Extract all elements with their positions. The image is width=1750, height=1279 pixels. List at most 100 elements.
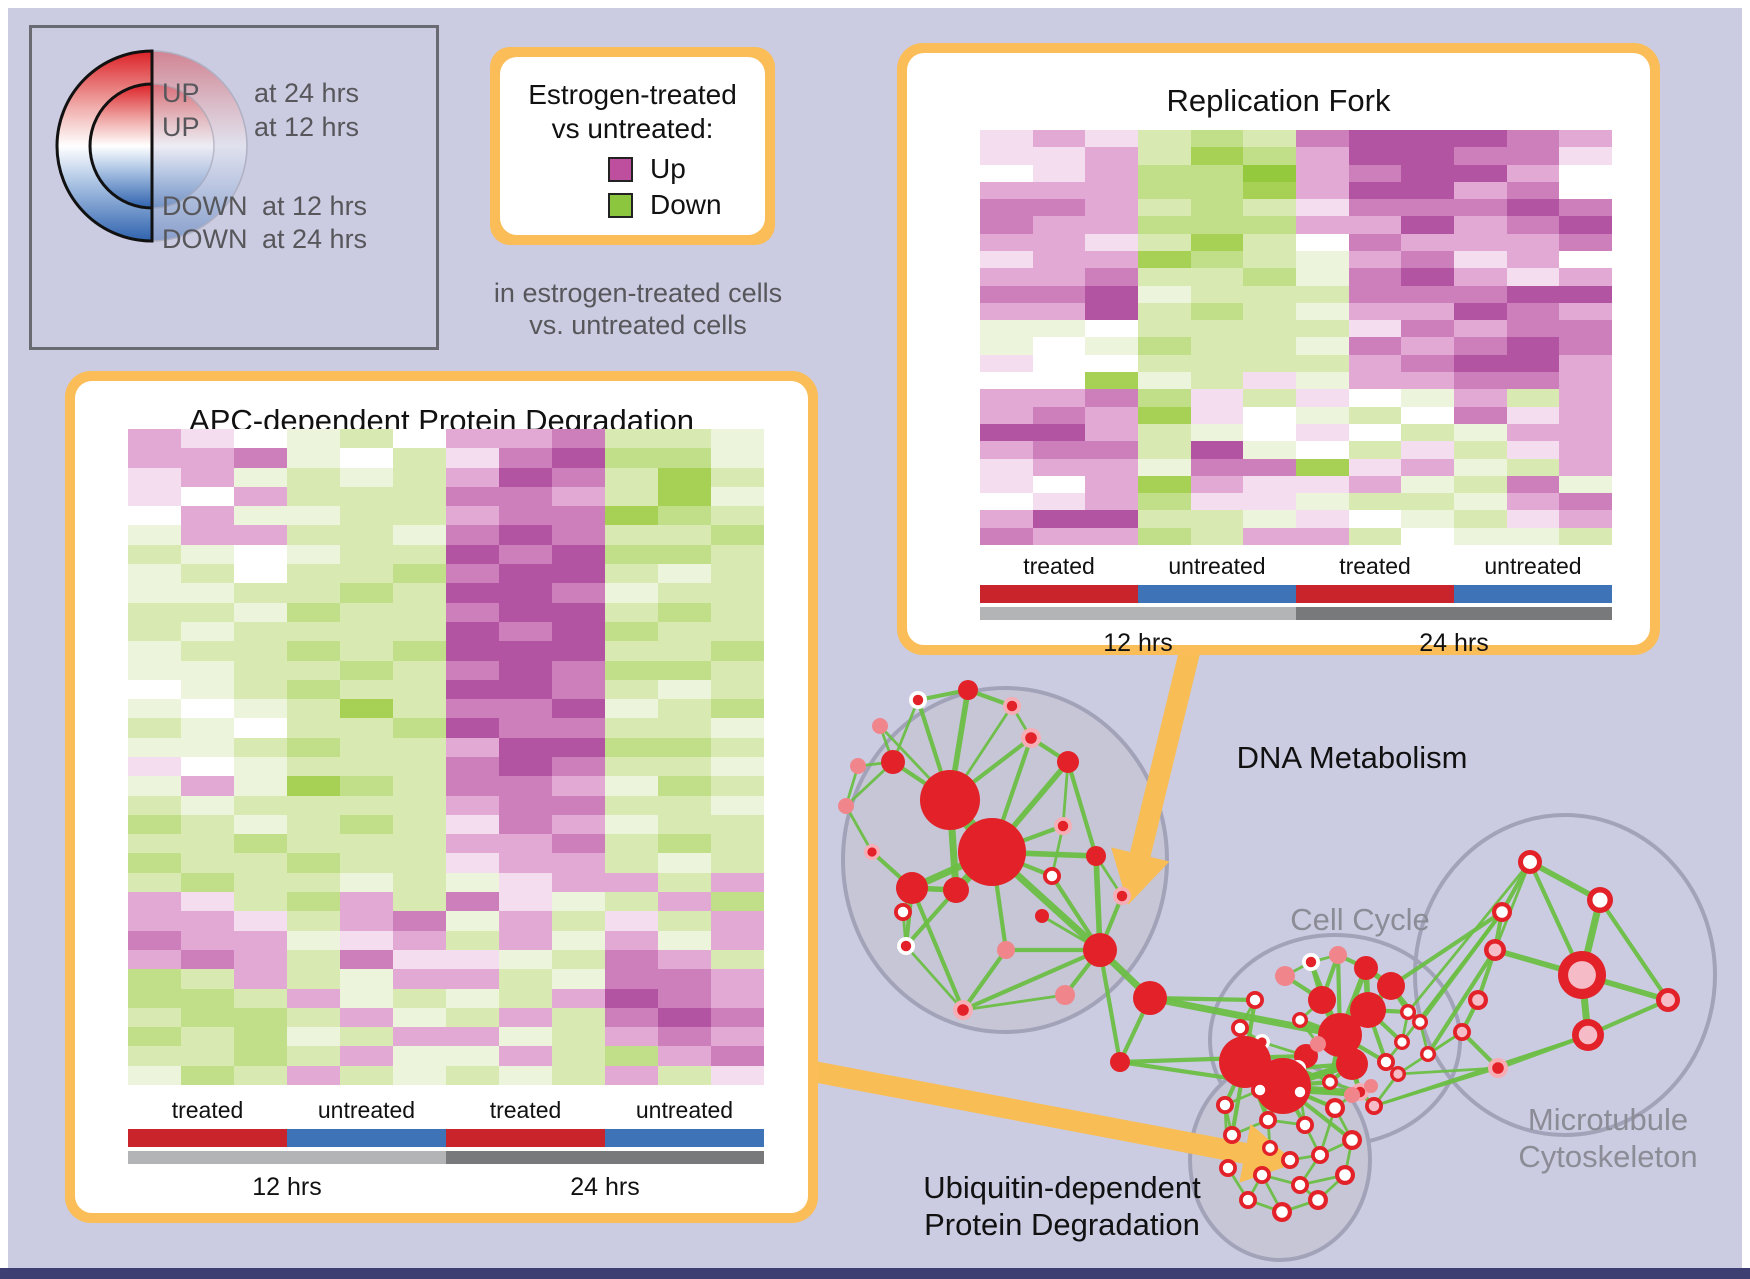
heatmap-cell: [446, 525, 499, 545]
heatmap-cell: [287, 756, 340, 777]
heatmap-cell: [1348, 510, 1402, 528]
heatmap-cell: [1401, 216, 1454, 234]
heatmap-cell: [1296, 216, 1349, 234]
heatmap-cell: [181, 892, 234, 912]
heatmap-cell: [340, 834, 393, 854]
heatmap-cell: [340, 525, 393, 545]
heatmap-cell: [552, 834, 605, 854]
heatmap-cell: [499, 583, 552, 603]
heatmap-cell: [181, 1007, 234, 1028]
heatmap-cell: [1296, 493, 1349, 511]
apc-inner: APC-dependent Protein Degradation treate…: [75, 381, 808, 1213]
heatmap-cell: [658, 621, 711, 642]
heatmap-cell: [287, 1027, 340, 1047]
heatmap-cell: [1085, 302, 1138, 321]
heatmap-cell: [605, 564, 658, 584]
heatmap-cell: [605, 795, 658, 815]
heatmap-cell: [1454, 285, 1507, 303]
heatmap-cell: [181, 737, 234, 757]
heatmap-cell: [605, 718, 658, 738]
heatmap-cell: [1085, 147, 1138, 165]
heatmap-cell: [1506, 251, 1560, 269]
network-edge: [1426, 948, 1497, 1056]
heatmap-cell: [1296, 354, 1349, 373]
heatmap-cell: [1296, 130, 1349, 148]
heatmap-cell: [128, 988, 181, 1008]
heatmap-cell: [1138, 527, 1191, 545]
network-node: [1299, 1119, 1311, 1131]
heatmap-cell: [552, 641, 605, 661]
network-node: [1472, 994, 1484, 1006]
heatmap-cell: [128, 795, 181, 815]
heatmap-cell: [658, 988, 711, 1008]
key-down-12-time: at 12 hrs: [262, 191, 368, 221]
heatmap-cell: [287, 660, 340, 680]
network-edge: [962, 993, 1066, 1012]
heatmap-cell: [980, 354, 1033, 373]
network-node: [1592, 892, 1608, 908]
heatmap-cell: [605, 814, 658, 835]
heatmap-cell: [181, 1046, 234, 1066]
heatmap-cell: [1085, 354, 1138, 373]
network-edge: [1149, 995, 1256, 1003]
heatmap-cell: [446, 660, 499, 680]
heatmap-cell: [1401, 423, 1454, 442]
heatmap-cell: [1559, 423, 1612, 442]
heatmap-cell: [1243, 423, 1296, 442]
heatmap-cell: [658, 448, 711, 468]
network-node: [1256, 1169, 1268, 1181]
heatmap-cell: [234, 506, 287, 526]
heatmap-cell: [287, 486, 340, 507]
network-edge: [1598, 898, 1670, 1002]
heatmap-cell: [658, 756, 711, 777]
heatmap-cell: [234, 467, 287, 487]
time-label-24hrs: 24 hrs: [570, 1173, 640, 1201]
heatmap-cell: [446, 564, 499, 584]
heatmap-cell: [1506, 389, 1560, 407]
network-node: [1219, 1099, 1231, 1111]
heatmap-cell: [1190, 320, 1244, 338]
heatmap-cell: [605, 756, 658, 777]
heatmap-cell: [658, 853, 711, 873]
heatmap-cell: [393, 930, 446, 950]
heatmap-cell: [181, 930, 234, 950]
heatmap-cell: [499, 486, 552, 507]
heatmap-cell: [1506, 510, 1560, 528]
heatmap-cell: [181, 834, 234, 854]
heatmap-cell: [1138, 337, 1191, 355]
heatmap-cell: [393, 583, 446, 603]
estrogen-legend-title-2: vs untreated:: [551, 113, 714, 144]
heatmap-cell: [1506, 147, 1560, 165]
heatmap-cell: [287, 448, 340, 468]
heatmap-cell: [605, 1007, 658, 1028]
heatmap-cell: [1296, 510, 1349, 528]
heatmap-cell: [1085, 510, 1138, 528]
heatmap-cell: [499, 679, 552, 700]
heatmap-cell: [1138, 147, 1191, 165]
heatmap-cell: [446, 467, 499, 487]
heatmap-cell: [234, 544, 287, 565]
heatmap-cell: [234, 486, 287, 507]
heatmap-cell: [1243, 302, 1296, 321]
heatmap-cell: [980, 406, 1033, 424]
heatmap-cell: [234, 853, 287, 873]
heatmap-cell: [711, 506, 764, 526]
heatmap-cell: [446, 756, 499, 777]
heatmap-cell: [1506, 475, 1560, 494]
group-label-treated-0: treated: [1023, 553, 1095, 579]
heatmap-cell: [658, 911, 711, 931]
heatmap-cell: [1296, 268, 1349, 286]
heatmap-cell: [711, 1065, 764, 1085]
heatmap-cell: [287, 506, 340, 526]
figure-bottom-border: [0, 1268, 1750, 1279]
heatmap-cell: [234, 448, 287, 468]
heatmap-cell: [1454, 130, 1507, 148]
heatmap-cell: [1085, 372, 1138, 390]
heatmap-cell: [181, 756, 234, 777]
heatmap-cell: [1243, 441, 1296, 459]
heatmap-cell: [499, 795, 552, 815]
heatmap-cell: [605, 641, 658, 661]
network-node: [1350, 992, 1386, 1028]
heatmap-cell: [340, 1046, 393, 1066]
down-swatch-label: Down: [650, 189, 722, 220]
